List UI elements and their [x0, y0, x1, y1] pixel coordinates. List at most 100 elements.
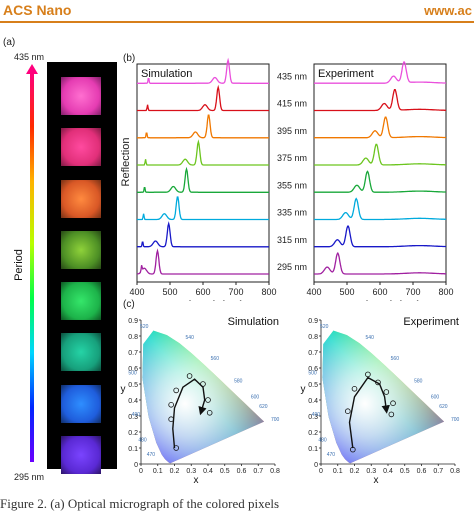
cie-exp-x-tick-label: 0: [319, 468, 323, 475]
cie-exp-y-tick-label: 0.6: [308, 366, 318, 373]
panel-a-label: (a): [3, 37, 16, 48]
cie-exp-title: Experiment: [403, 316, 459, 328]
cie-sim-x-axis-label: x: [194, 475, 199, 486]
cie-sim-y-tick-label: 0.7: [128, 350, 138, 357]
exp-spectra-series-line: [314, 61, 447, 84]
exp-spectra-series-line: [314, 251, 446, 275]
exp-spectra-x-tick-label: 800: [438, 287, 453, 297]
panel-c-label: (c): [123, 299, 135, 310]
journal-name: ACS Nano: [3, 2, 72, 18]
period-series-label: 375 nm: [277, 153, 307, 163]
cie-sim-locus-tick: 470: [147, 452, 156, 458]
cie-sim-y-tick-label: 0.3: [128, 414, 138, 421]
period-series-label: 295 nm: [277, 262, 307, 272]
panel-b-label: (b): [123, 53, 135, 64]
pixel-swatch: [61, 282, 101, 320]
reflection-spectra-panel: (b) Reflection Simulation 400 500 600 700 800…: [120, 53, 454, 301]
cie-exp-locus-tick: 700: [451, 417, 460, 423]
cie-experiment-plot: 0 0.1 0.2 0.3 0.4 0.5 0.6 0.7 0.8 0.9 0 0.1 0.2 0.3 0.…: [301, 316, 460, 486]
cie-sim-locus-tick: 490: [132, 412, 141, 418]
cie-exp-locus-tick: 520: [320, 324, 329, 330]
exp-spectra-x-tick-label: 400: [306, 287, 321, 297]
cie-exp-x-tick-label: 0.2: [350, 468, 360, 475]
cie-exp-x-tick-label: 0.7: [433, 468, 443, 475]
sim-spectra-x-tick-label: 400: [129, 287, 144, 297]
cie-simulation-plot: 0 0.1 0.2 0.3 0.4 0.5 0.6 0.7 0.8 0.9 0 0.1 0.2 0.3 0.…: [121, 316, 280, 486]
cie-exp-locus-tick: 500: [308, 370, 317, 376]
cie-exp-x-axis-label: x: [374, 475, 379, 486]
cie-exp-y-tick-label: 0.7: [308, 350, 318, 357]
cie-sim-y-axis-label: y: [121, 384, 126, 395]
cie-exp-x-tick-label: 0.3: [366, 468, 376, 475]
header-rule: [0, 21, 474, 23]
period-series-label: 395 nm: [277, 126, 307, 136]
cie-exp-locus-tick: 600: [431, 394, 440, 400]
cie-sim-data-point: [173, 445, 179, 451]
cie-exp-locus-tick: 480: [318, 438, 327, 444]
exp-spectra-x-tick-label: 600: [372, 287, 387, 297]
cie-exp-data-point: [345, 408, 351, 414]
sim-spectra-series-line: [137, 57, 269, 84]
journal-url: www.ac: [424, 3, 472, 18]
cie-exp-y-tick-label: 0.4: [308, 398, 318, 405]
cie-sim-y-tick-label: 0.6: [128, 366, 138, 373]
exp-spectra-frame: [313, 63, 447, 283]
cie-exp-y-tick-label: 0.3: [308, 414, 318, 421]
sim-spectra-series-line: [137, 139, 269, 166]
cie-sim-x-tick-label: 0.7: [253, 468, 263, 475]
cie-sim-x-tick-label: 0.4: [203, 468, 213, 475]
sim-spectra-series-line: [137, 114, 269, 139]
cie-sim-x-tick-label: 0.5: [220, 468, 230, 475]
cie-exp-data-point: [390, 400, 396, 406]
cie-sim-x-tick-label: 0.2: [170, 468, 180, 475]
cie-sim-title: Simulation: [228, 316, 279, 328]
cie-exp-x-tick-label: 0.4: [383, 468, 393, 475]
pixel-swatch: [61, 333, 101, 371]
sim-spectra-series-line: [137, 196, 269, 221]
optical-micrograph: [47, 62, 117, 474]
cie-sim-locus-tick: 700: [271, 417, 280, 423]
pixel-swatch: [61, 128, 101, 166]
cie-exp-locus-tick: 470: [327, 452, 336, 458]
cie-exp-y-tick-label: 0.9: [308, 318, 318, 325]
cie-sim-locus-tick: 500: [128, 370, 137, 376]
period-series-label: 315 nm: [277, 235, 307, 245]
cie-sim-locus-tick: 580: [234, 378, 243, 384]
cie-sim-data-point: [173, 387, 179, 394]
exp-spectra-series-line: [314, 89, 446, 112]
cie-sim-locus-tick: 520: [140, 324, 149, 330]
period-axis-label: Period: [13, 249, 25, 281]
cie-sim-x-tick-label: 0.6: [237, 468, 247, 475]
sim-spectra-x-tick-label: 700: [228, 287, 243, 297]
cie-sim-y-tick-label: 0.1: [128, 446, 138, 453]
exp-spectra-series-line: [314, 143, 446, 166]
sim-spectra-x-axis-label: Wavelength (nm): [163, 300, 243, 301]
exp-spectra-series-line: [314, 197, 446, 221]
figure-caption: Figure 2. (a) Optical micrograph of the …: [0, 496, 280, 511]
cie-chromaticity-panel: (c) 00.10.20.30.40.50.60.70.80.90 0.1 0.2 0…: [121, 299, 460, 486]
pixel-swatch: [61, 231, 101, 269]
sim-spectra-title: Simulation: [141, 68, 192, 80]
pixel-swatch: [61, 180, 101, 218]
exp-spectra-x-axis-label: Wavelength (nm): [340, 300, 420, 301]
cie-sim-x-tick-label: 0.8: [270, 468, 280, 475]
cie-exp-locus-tick: 490: [312, 412, 321, 418]
period-series-label: 415 nm: [277, 99, 307, 109]
cie-sim-data-point: [206, 410, 213, 416]
period-series-label: 335 nm: [277, 208, 307, 218]
cie-exp-data-point: [388, 411, 395, 418]
cie-exp-trend-arrow: [348, 376, 390, 449]
cie-exp-x-tick-label: 0.6: [417, 468, 427, 475]
sim-spectra-series-line: [137, 84, 269, 112]
sim-spectra-series-line: [137, 221, 269, 248]
cie-sim-locus-tick: 560: [211, 356, 220, 362]
simulation-spectra: Simulation 400 500 600 700 800 Wavelength (nm)…: [129, 57, 307, 301]
pixel-swatch: [61, 436, 101, 474]
cie-exp-y-tick-label: 0.5: [308, 382, 318, 389]
cie-exp-x-tick-label: 0.5: [400, 468, 410, 475]
cie-exp-x-tick-label: 0.8: [450, 468, 460, 475]
cie-exp-y-axis-label: y: [301, 384, 306, 395]
exp-spectra-series-line: [314, 170, 447, 193]
cie-sim-data-point: [205, 397, 211, 403]
period-top-label: 435 nm: [14, 52, 45, 62]
